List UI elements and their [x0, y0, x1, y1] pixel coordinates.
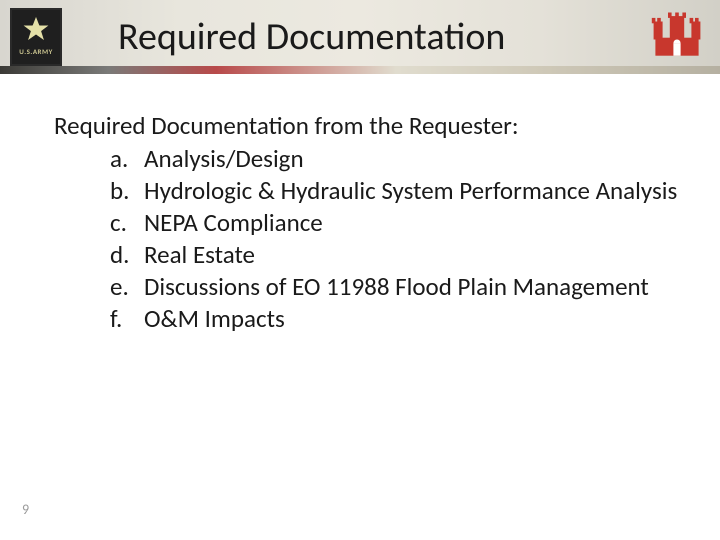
list-marker: e.: [110, 271, 144, 303]
army-logo-label: U.S.ARMY: [19, 47, 53, 56]
army-logo: U.S.ARMY: [10, 8, 62, 66]
slide: U.S.ARMY Required Documentation: [0, 0, 720, 540]
list-item: b.Hydrologic & Hydraulic System Performa…: [110, 175, 680, 207]
list-text: Analysis/Design: [144, 143, 680, 175]
list-marker: b.: [110, 175, 144, 207]
star-icon: [21, 15, 51, 45]
list-marker: a.: [110, 143, 144, 175]
slide-title: Required Documentation: [118, 14, 505, 60]
list-text: O&M Impacts: [144, 303, 680, 335]
usace-castle-icon: [650, 10, 704, 60]
list-text: Discussions of EO 11988 Flood Plain Mana…: [144, 271, 680, 303]
list-marker: c.: [110, 207, 144, 239]
list-marker: f.: [110, 303, 144, 335]
list-text: Real Estate: [144, 239, 680, 271]
list-item: e.Discussions of EO 11988 Flood Plain Ma…: [110, 271, 680, 303]
list-item: c.NEPA Compliance: [110, 207, 680, 239]
slide-header: U.S.ARMY Required Documentation: [0, 0, 720, 74]
list-item: a.Analysis/Design: [110, 143, 680, 175]
lead-text: Required Documentation from the Requeste…: [54, 110, 680, 141]
list-text: NEPA Compliance: [144, 207, 680, 239]
list-text: Hydrologic & Hydraulic System Performanc…: [144, 175, 680, 207]
doc-list: a.Analysis/Design b.Hydrologic & Hydraul…: [54, 143, 680, 335]
list-item: d.Real Estate: [110, 239, 680, 271]
page-number: 9: [22, 501, 29, 518]
content-area: Required Documentation from the Requeste…: [54, 110, 680, 335]
list-item: f.O&M Impacts: [110, 303, 680, 335]
list-marker: d.: [110, 239, 144, 271]
